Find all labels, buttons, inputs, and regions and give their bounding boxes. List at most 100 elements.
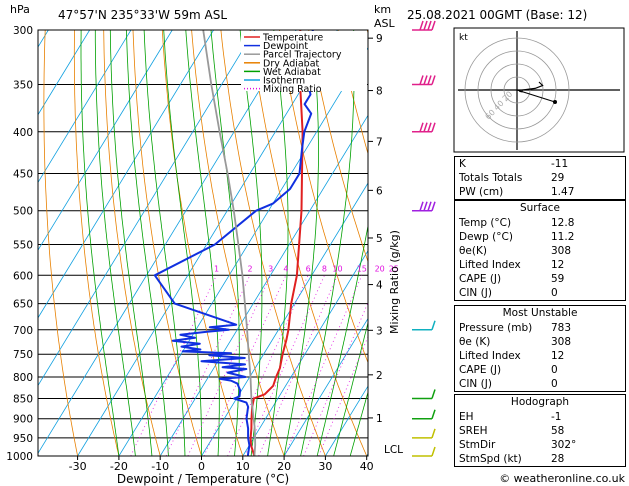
wet-adiabat-line xyxy=(143,30,186,456)
dry-adiabat-line xyxy=(73,30,120,456)
wind-barb xyxy=(412,122,436,133)
wind-barb-flag xyxy=(431,20,436,31)
surface-table: Surface Temp (°C) 12.8 Dewp (°C) 11.2 θe(K) 3… xyxy=(454,200,626,301)
wind-barb-flag xyxy=(431,409,436,419)
most-unstable-row: CAPE (J) 0 xyxy=(455,363,625,377)
hodograph-ring xyxy=(464,37,570,143)
index-row: PW (cm) 1.47 xyxy=(455,185,625,199)
km-tick-label: 2 xyxy=(376,370,383,382)
wind-barb-flag xyxy=(427,201,432,211)
x-tick-label: -10 xyxy=(151,460,169,473)
hodograph-ring xyxy=(477,50,557,130)
most-unstable-label: θe (K) xyxy=(459,336,491,348)
pressure-tick-label: 750 xyxy=(13,349,33,361)
index-value: 1.47 xyxy=(551,186,575,198)
hodograph-param-row: SREH 58 xyxy=(455,424,625,438)
p-unit-label: hPa xyxy=(10,3,30,16)
x-tick-label: -30 xyxy=(69,460,87,473)
isotherm-line xyxy=(118,46,368,456)
legend-label: Isotherm xyxy=(263,76,305,87)
legend-label: Wet Adiabat xyxy=(263,67,321,78)
hodograph-param-value: -1 xyxy=(551,411,562,423)
km-tick-label: 4 xyxy=(376,280,383,292)
wind-barb xyxy=(412,409,436,420)
hodograph-unit-label: kt xyxy=(459,33,468,43)
most-unstable-row: θe (K) 308 xyxy=(455,335,625,349)
hodograph-param-label: StmSpd (kt) xyxy=(459,453,522,465)
indices-table: K -11 Totals Totals 29 PW (cm) 1.47 xyxy=(454,156,626,200)
index-row: K -11 xyxy=(455,157,625,171)
km-tick-label: 9 xyxy=(376,33,383,45)
x-tick-label: 10 xyxy=(236,460,250,473)
wet-adiabat-line xyxy=(283,30,319,456)
wind-barb-flag xyxy=(431,389,436,399)
mixing-ratio-label: 15 xyxy=(357,264,367,273)
hodograph-param-value: 58 xyxy=(551,425,565,437)
wind-barb xyxy=(412,428,436,439)
hodograph-param-row: StmDir 302° xyxy=(455,438,625,452)
most-unstable-label: CIN (J) xyxy=(459,378,492,390)
pressure-tick-label: 1000 xyxy=(6,451,33,463)
isotherm-line xyxy=(201,182,368,456)
wet-adiabat-line xyxy=(267,30,289,456)
mixing-ratio-label: 1 xyxy=(214,264,219,273)
x-tick-label: 40 xyxy=(360,460,374,473)
mixing-ratio-label: 8 xyxy=(322,264,327,273)
most-unstable-title: Most Unstable xyxy=(502,307,578,319)
wind-barb-flag xyxy=(427,75,432,85)
isotherm-line xyxy=(38,30,173,251)
legend-label: Dry Adiabat xyxy=(263,58,320,69)
most-unstable-label: Lifted Index xyxy=(459,350,521,362)
most-unstable-value: 0 xyxy=(551,378,558,390)
pressure-tick-label: 550 xyxy=(13,239,33,251)
legend-label: Temperature xyxy=(262,33,323,44)
pressure-tick-label: 900 xyxy=(13,414,33,426)
mixing-ratio-label: 10 xyxy=(332,264,342,273)
wet-adiabat-line xyxy=(316,223,368,456)
wet-adiabat-line xyxy=(126,30,169,456)
pressure-tick-label: 500 xyxy=(13,206,33,218)
pressure-tick-label: 650 xyxy=(13,299,33,311)
surface-label: Temp (°C) xyxy=(459,217,512,229)
legend-label: Mixing Ratio xyxy=(263,84,322,95)
most-unstable-row: Pressure (mb) 783 xyxy=(455,321,625,335)
mixing-ratio-line xyxy=(244,275,325,456)
most-unstable-value: 308 xyxy=(551,336,572,348)
wet-adiabat-line xyxy=(109,30,153,456)
wind-barb-flag xyxy=(419,20,424,31)
x-tick-label: 0 xyxy=(198,460,205,473)
pressure-tick-label: 350 xyxy=(13,80,33,92)
surface-value: 308 xyxy=(551,245,572,257)
pressure-tick-label: 300 xyxy=(13,25,33,37)
wind-barb xyxy=(412,75,436,86)
surface-row: Dewp (°C) 11.2 xyxy=(455,230,625,244)
wet-adiabat-line xyxy=(80,30,120,456)
legend-label: Dewpoint xyxy=(263,41,308,52)
plot-frame xyxy=(37,29,369,457)
most-unstable-value: 12 xyxy=(551,350,565,362)
wet-adiabat-line xyxy=(239,30,263,456)
wind-barb xyxy=(412,446,436,457)
surface-row: CAPE (J) 59 xyxy=(455,272,625,286)
pressure-tick-label: 450 xyxy=(13,168,33,180)
surface-row: Temp (°C) 12.8 xyxy=(455,216,625,230)
x-tick-label: 20 xyxy=(277,460,291,473)
index-label: K xyxy=(459,158,466,170)
hodograph-ring xyxy=(503,76,531,104)
hodograph-param-label: StmDir xyxy=(459,439,496,451)
wind-barb-flag xyxy=(427,20,432,31)
pressure-tick-label: 850 xyxy=(13,393,33,405)
most-unstable-row: Lifted Index 12 xyxy=(455,349,625,363)
temperature-curve xyxy=(249,30,304,456)
isotherm-line xyxy=(38,30,297,454)
surface-row: θe(K) 308 xyxy=(455,244,625,258)
most-unstable-label: CAPE (J) xyxy=(459,364,502,376)
dry-adiabat-line xyxy=(249,30,368,456)
storm-motion-dot xyxy=(553,100,557,104)
dry-adiabat-line xyxy=(132,30,202,456)
most-unstable-row: CIN (J) 0 xyxy=(455,377,625,391)
wind-barb-flag xyxy=(431,428,436,439)
isotherm-line xyxy=(159,114,368,456)
